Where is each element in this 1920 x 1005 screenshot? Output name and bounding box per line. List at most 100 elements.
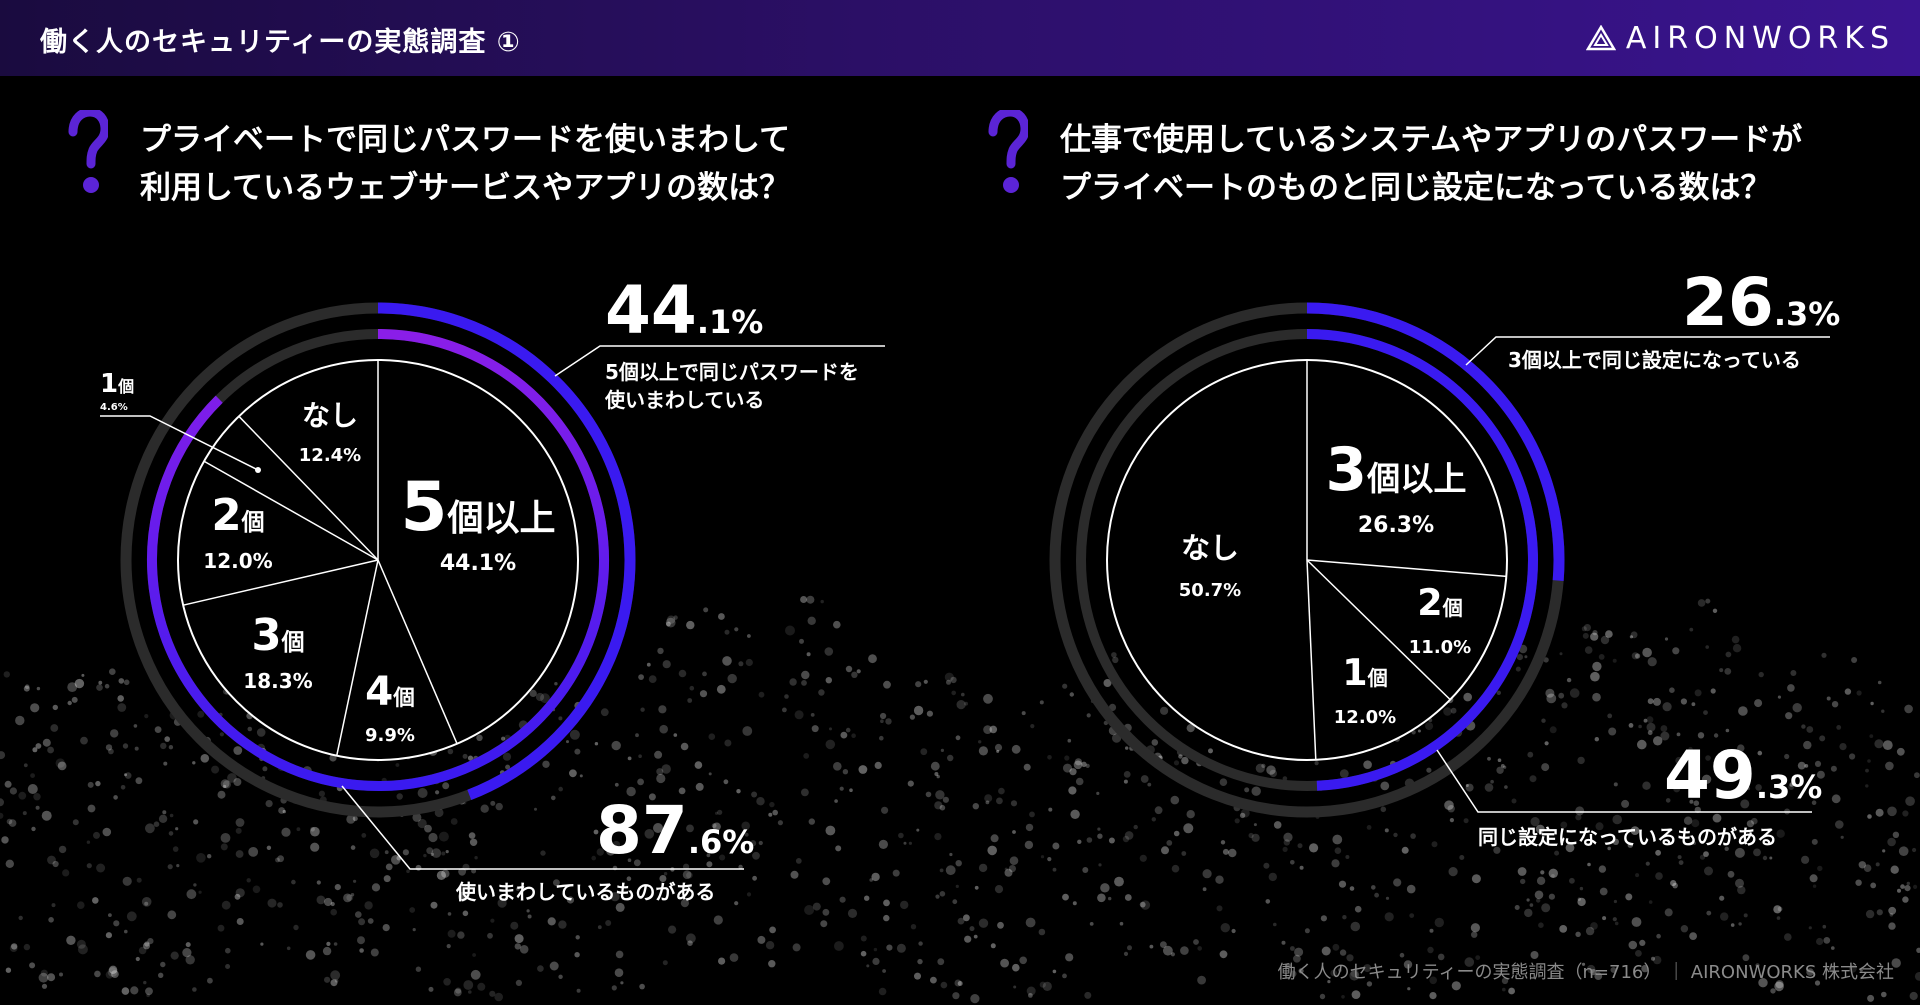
bg-dot bbox=[994, 885, 1004, 894]
bg-dot bbox=[694, 761, 703, 769]
bg-dot bbox=[970, 994, 980, 1004]
slice-label: 2個 bbox=[1417, 581, 1462, 624]
bg-dot bbox=[653, 823, 663, 833]
bg-dot bbox=[453, 988, 462, 997]
bg-dot bbox=[442, 782, 450, 790]
bg-dot bbox=[900, 900, 909, 910]
bg-dot bbox=[898, 832, 904, 839]
bg-dot bbox=[1052, 969, 1057, 974]
bg-dot bbox=[1463, 818, 1469, 824]
bg-dot bbox=[627, 756, 632, 761]
bg-dot bbox=[851, 733, 856, 738]
bg-dot bbox=[930, 761, 940, 771]
bg-dot bbox=[665, 617, 676, 628]
bg-dot bbox=[1025, 823, 1034, 832]
bg-dot bbox=[878, 987, 887, 996]
bg-dot bbox=[1881, 991, 1887, 998]
bg-dot bbox=[18, 915, 23, 921]
bg-dot bbox=[1484, 783, 1494, 792]
bg-dot bbox=[1751, 817, 1758, 825]
bg-dot bbox=[549, 961, 559, 971]
bg-dot bbox=[1914, 772, 1920, 779]
bg-dot bbox=[1742, 954, 1750, 962]
bg-dot bbox=[514, 943, 521, 950]
bg-dot bbox=[1536, 898, 1541, 903]
bg-dot bbox=[469, 838, 478, 846]
bg-dot bbox=[983, 693, 993, 704]
bg-dot bbox=[1646, 722, 1656, 732]
bg-dot bbox=[1330, 969, 1337, 977]
bg-dot bbox=[490, 800, 496, 806]
bg-dot bbox=[359, 948, 364, 953]
slice-label: 3個 bbox=[251, 611, 304, 661]
bg-dot bbox=[458, 891, 468, 902]
bg-dot bbox=[1410, 833, 1416, 839]
bg-dot bbox=[235, 818, 245, 827]
bg-dot bbox=[5, 859, 14, 868]
bg-dot bbox=[593, 829, 599, 835]
bg-dot bbox=[1166, 840, 1173, 846]
bg-dot bbox=[973, 934, 978, 939]
bg-dot bbox=[845, 665, 853, 673]
bg-dot bbox=[1754, 699, 1763, 708]
slice-value: 12.0% bbox=[1334, 707, 1396, 728]
bg-dot bbox=[1811, 800, 1817, 805]
bg-dot bbox=[1769, 856, 1773, 860]
bg-dot bbox=[1812, 884, 1817, 888]
question-line: 利用しているウェブサービスやアプリの数は？ bbox=[140, 170, 791, 206]
bg-dot bbox=[886, 944, 893, 951]
bg-dot bbox=[145, 823, 155, 834]
bg-dot bbox=[31, 826, 36, 832]
bg-dot bbox=[1677, 855, 1682, 860]
bg-dot bbox=[1575, 806, 1585, 816]
bg-dot bbox=[1599, 887, 1608, 896]
bg-dot bbox=[734, 627, 739, 632]
bg-dot bbox=[120, 785, 126, 790]
bg-dot bbox=[724, 629, 730, 635]
bg-dot bbox=[554, 682, 558, 686]
bg-dot bbox=[678, 669, 687, 678]
bg-dot bbox=[869, 878, 873, 882]
bg-dot bbox=[278, 807, 285, 814]
bg-dot bbox=[789, 678, 797, 686]
bg-dot bbox=[1450, 707, 1457, 714]
brand-logo: AIRONWORKS bbox=[1585, 18, 1895, 58]
bg-dot bbox=[1511, 798, 1517, 804]
bg-dot bbox=[744, 832, 749, 837]
bg-dot bbox=[110, 729, 119, 738]
bg-dot bbox=[834, 941, 844, 951]
bg-dot bbox=[1319, 993, 1326, 1000]
bg-dot bbox=[1664, 637, 1669, 641]
bg-dot bbox=[1776, 916, 1781, 920]
bg-dot bbox=[277, 902, 283, 908]
bg-dot bbox=[1592, 630, 1598, 636]
bg-dot bbox=[955, 860, 962, 867]
bg-dot bbox=[1676, 732, 1681, 737]
slice-value: 12.0% bbox=[203, 549, 272, 573]
bg-dot bbox=[1647, 657, 1657, 667]
bg-dot bbox=[1004, 868, 1013, 877]
bg-dot bbox=[1701, 774, 1712, 784]
bg-dot bbox=[330, 901, 335, 907]
bg-dot bbox=[5, 967, 12, 973]
bg-dot bbox=[36, 686, 41, 691]
bg-dot bbox=[1809, 874, 1818, 883]
bg-dot bbox=[1255, 763, 1265, 773]
bg-dot bbox=[646, 662, 651, 667]
bg-dot bbox=[1887, 837, 1896, 847]
leader-line bbox=[1465, 336, 1830, 366]
bg-dot bbox=[1298, 968, 1304, 974]
bg-dot bbox=[1693, 777, 1698, 781]
bg-dot bbox=[1817, 865, 1823, 872]
bg-dot bbox=[170, 951, 179, 960]
bg-dot bbox=[1625, 893, 1633, 901]
bg-dot bbox=[94, 970, 101, 978]
bg-dot bbox=[1475, 955, 1481, 960]
bg-dot bbox=[233, 746, 243, 755]
bg-dot bbox=[1444, 800, 1454, 810]
bg-dot bbox=[1844, 688, 1852, 695]
bg-dot bbox=[1122, 835, 1130, 843]
bg-dot bbox=[839, 786, 844, 791]
bg-dot bbox=[277, 855, 284, 863]
bg-dot bbox=[944, 672, 954, 682]
